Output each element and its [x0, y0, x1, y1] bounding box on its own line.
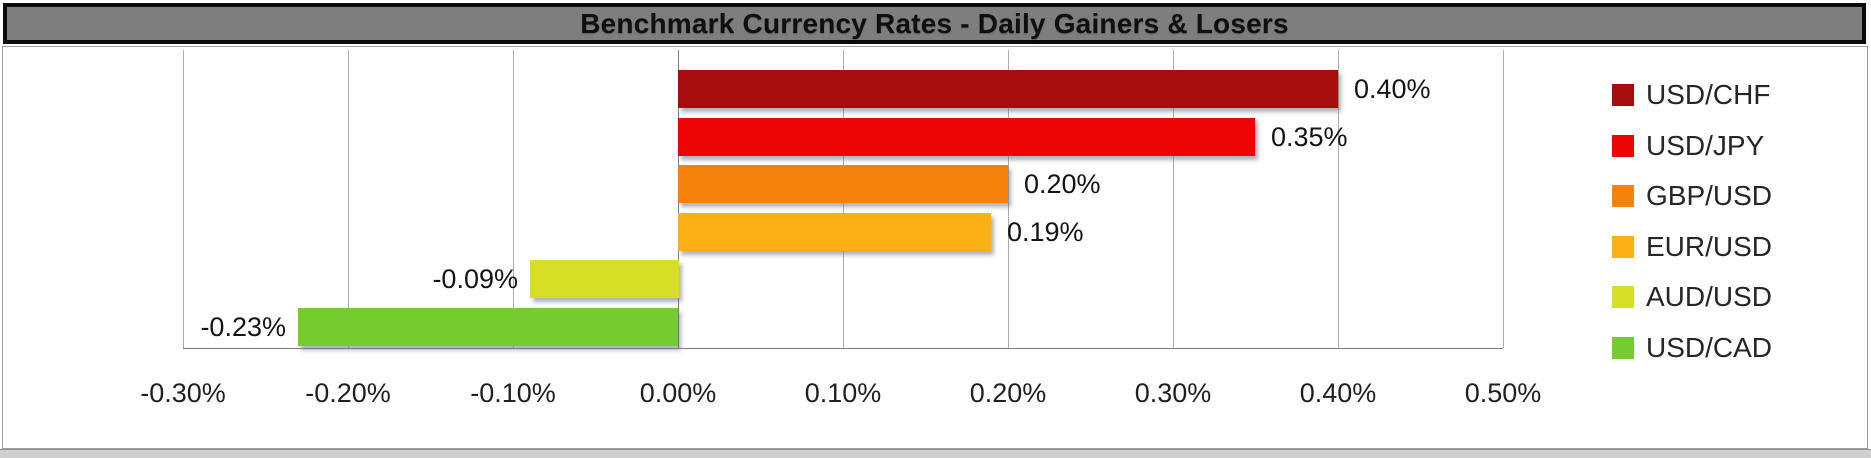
gridline [1338, 50, 1339, 348]
x-tick-label: -0.20% [305, 378, 391, 408]
gridline [183, 50, 184, 348]
gridline [1503, 50, 1504, 348]
bar-aud-usd [530, 260, 679, 298]
legend-swatch [1612, 337, 1634, 359]
x-tick-label: -0.10% [470, 378, 556, 408]
bar-usd-jpy [678, 118, 1255, 156]
legend-swatch [1612, 185, 1634, 207]
bar-gbp-usd [678, 165, 1008, 203]
x-axis-line [183, 348, 1503, 349]
legend-label: USD/JPY [1646, 130, 1765, 161]
legend-label: USD/CAD [1646, 332, 1773, 363]
legend-label: USD/CHF [1646, 79, 1771, 110]
legend-swatch [1612, 286, 1634, 308]
chart-bottom-edge [0, 449, 1871, 458]
legend-item-gbp-usd: GBP/USD [1612, 180, 1772, 211]
legend-item-usd-chf: USD/CHF [1612, 79, 1770, 110]
gridline [348, 50, 349, 348]
legend-swatch [1612, 84, 1634, 106]
bar-value-label: 0.40% [1354, 73, 1431, 104]
bar-usd-cad [298, 308, 678, 346]
x-tick-label: 0.10% [804, 378, 882, 408]
bar-value-label: -0.23% [200, 311, 286, 342]
legend-item-usd-jpy: USD/JPY [1612, 130, 1764, 161]
bar-value-label: 0.35% [1271, 121, 1348, 152]
legend-label: GBP/USD [1646, 180, 1773, 211]
legend-item-eur-usd: EUR/USD [1612, 231, 1772, 262]
legend-swatch [1612, 135, 1634, 157]
bar-eur-usd [678, 213, 991, 251]
chart-title-bar: Benchmark Currency Rates - Daily Gainers… [3, 3, 1866, 44]
x-tick-label: 0.30% [1134, 378, 1212, 408]
chart-title: Benchmark Currency Rates - Daily Gainers… [580, 7, 1289, 39]
legend-swatch [1612, 236, 1634, 258]
gridline [513, 50, 514, 348]
legend-item-usd-cad: USD/CAD [1612, 332, 1772, 363]
legend-item-aud-usd: AUD/USD [1612, 281, 1772, 312]
bar-value-label: 0.19% [1007, 216, 1084, 247]
x-tick-label: -0.30% [140, 378, 226, 408]
x-tick-label: 0.20% [969, 378, 1047, 408]
x-tick-label: 0.00% [639, 378, 717, 408]
bar-usd-chf [678, 70, 1338, 108]
gridline [1173, 50, 1174, 348]
legend-label: AUD/USD [1646, 281, 1773, 312]
x-tick-label: 0.50% [1464, 378, 1542, 408]
gridline [1008, 50, 1009, 348]
bar-value-label: -0.09% [432, 263, 518, 294]
legend-label: EUR/USD [1646, 231, 1773, 262]
bar-value-label: 0.20% [1024, 168, 1101, 199]
x-tick-label: 0.40% [1299, 378, 1377, 408]
